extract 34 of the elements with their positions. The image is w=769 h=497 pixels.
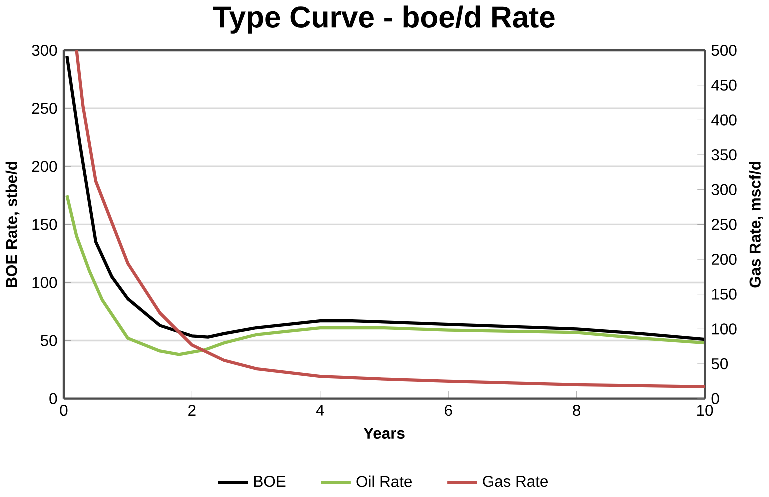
y2-tick-label: 0 [712,393,720,405]
y2-tick-label: 400 [712,114,737,126]
y2-tick-label: 500 [712,45,737,56]
chart-title: Type Curve - boe/d Rate [213,6,555,34]
line-series [66,54,706,342]
legend-label: Oil Rate [356,476,412,488]
y-tick-label: 250 [32,103,58,114]
y2-axis-title: Gas Rate, mscf/d [749,162,764,288]
x-tick-label: 4 [316,405,324,416]
x-tick-label: 6 [445,405,452,416]
y-tick-label: 150 [32,219,58,230]
y-tick-label: 100 [32,277,58,288]
legend-label: Gas Rate [483,476,548,488]
y-tick-label: 200 [32,161,58,172]
y2-tick-label: 150 [712,288,737,300]
y2-tick-label: 50 [712,358,728,370]
y2-tick-label: 350 [712,150,737,161]
y-axis-title: BOE Rate, stbe/d [6,162,20,288]
y-tick-label: 0 [50,393,58,405]
x-tick-label: 8 [573,405,581,416]
x-tick-label: 2 [188,405,196,416]
y-tick-label: 50 [40,335,58,346]
y2-tick-label: 450 [712,80,737,92]
y2-tick-label: 300 [712,184,737,196]
legend-label: BOE [254,476,286,488]
y2-tick-label: 250 [712,219,737,230]
y2-tick-label: 200 [712,254,737,266]
x-tick-label: 10 [698,405,714,416]
line-series [66,194,706,356]
line-series [75,50,706,389]
y2-tick-label: 100 [712,324,737,335]
x-tick-label: 0 [60,405,68,416]
y-tick-label: 300 [32,45,58,56]
x-axis-title: Years [364,428,405,440]
